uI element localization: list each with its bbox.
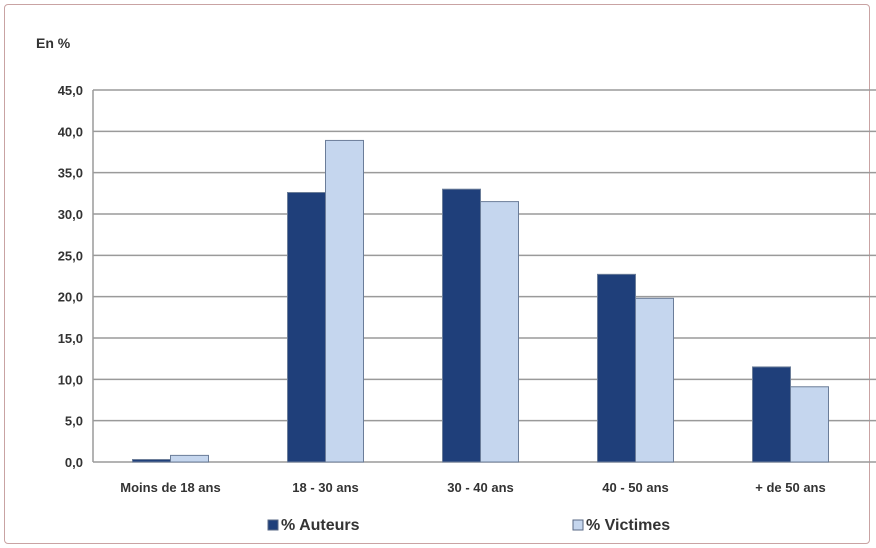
y-tick-label: 30,0	[58, 207, 83, 222]
x-axis-categories: Moins de 18 ans 18 - 30 ans 30 - 40 ans 40 …	[120, 480, 825, 495]
bar-victimes	[170, 454, 209, 463]
bars	[132, 139, 829, 463]
bar-auteurs	[287, 192, 326, 463]
bar-auteurs	[597, 273, 636, 463]
bar-victimes	[635, 297, 674, 463]
legend-swatch	[267, 519, 279, 531]
y-tick-label: 35,0	[58, 166, 83, 181]
x-category-label: 40 - 50 ans	[602, 480, 669, 495]
x-category-label: Moins de 18 ans	[120, 480, 220, 495]
legend: % Auteurs % Victimes	[267, 517, 670, 534]
y-tick-label: 0,0	[65, 455, 83, 470]
x-category-label: + de 50 ans	[755, 480, 825, 495]
y-axis-unit-label: En %	[36, 35, 71, 51]
bar-victimes	[480, 201, 519, 463]
legend-swatch	[572, 519, 584, 531]
x-category-label: 18 - 30 ans	[292, 480, 359, 495]
bar-victimes	[325, 139, 364, 463]
y-tick-label: 25,0	[58, 248, 83, 263]
y-axis-ticks: 0,0 5,0 10,0 15,0 20,0 25,0 30,0 35,0 40,0 45,0	[58, 83, 83, 470]
bar-victimes	[790, 386, 829, 463]
bar-auteurs	[132, 459, 171, 463]
gridlines	[92, 89, 876, 463]
y-tick-label: 20,0	[58, 290, 83, 305]
y-tick-label: 40,0	[58, 124, 83, 139]
legend-label: % Auteurs	[281, 517, 360, 534]
y-tick-label: 5,0	[65, 414, 83, 429]
x-category-label: 30 - 40 ans	[447, 480, 514, 495]
y-tick-label: 10,0	[58, 372, 83, 387]
y-tick-label: 45,0	[58, 83, 83, 98]
y-tick-label: 15,0	[58, 331, 83, 346]
bar-auteurs	[442, 188, 481, 463]
bar-auteurs	[752, 366, 791, 463]
chart-frame	[4, 4, 870, 544]
legend-label: % Victimes	[586, 517, 670, 534]
